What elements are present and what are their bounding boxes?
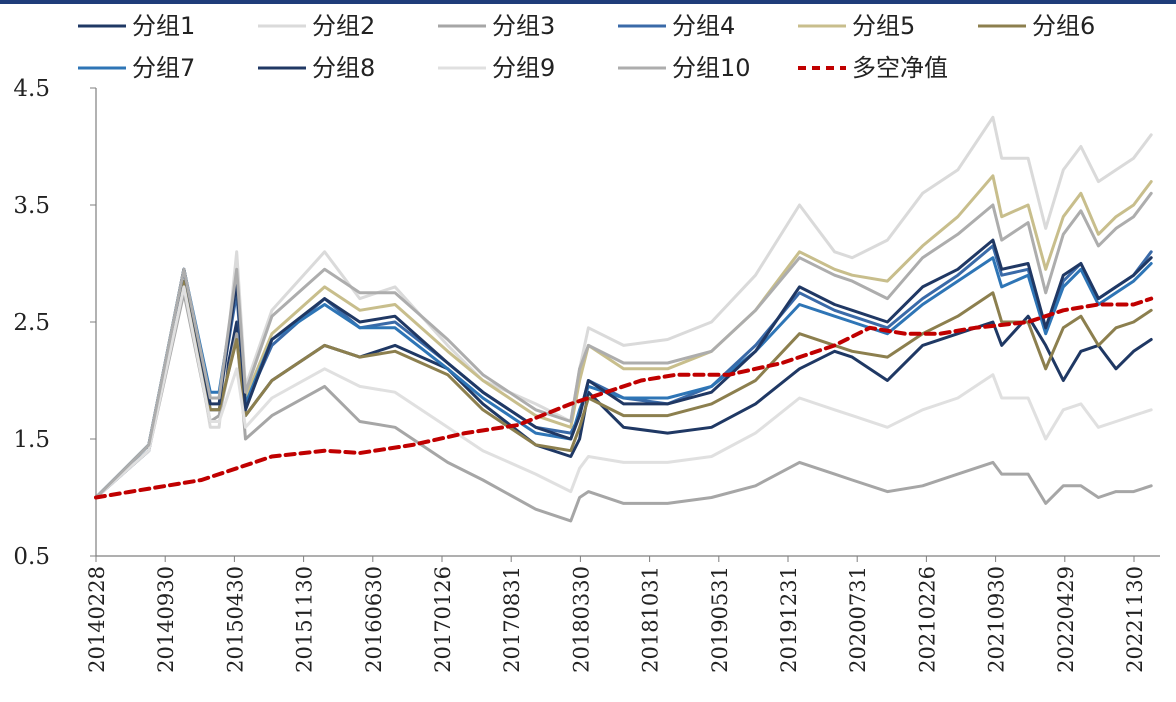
chart-axes: 0.5 1.5 2.5 3.5 4.5 20140228 20140930 20150430 2… xyxy=(13,76,1160,673)
legend-label: 分组4 xyxy=(672,12,735,40)
x-tick-label: 20140228 xyxy=(85,566,109,673)
series-line-分组6 xyxy=(94,279,1153,499)
series-line-分组4 xyxy=(94,244,1153,499)
x-tick-label: 20150430 xyxy=(223,566,247,673)
y-tick-label: 1.5 xyxy=(13,427,50,453)
y-tick-label: 3.5 xyxy=(13,193,50,219)
x-tick-label: 20220429 xyxy=(1054,566,1078,673)
x-tick-label: 20210226 xyxy=(915,566,939,673)
legend-label: 分组10 xyxy=(672,54,751,82)
legend-label: 分组9 xyxy=(492,54,555,82)
x-tick-label: 20191231 xyxy=(777,566,801,673)
series-line-分组9 xyxy=(94,285,1153,499)
x-tick-label: 20200731 xyxy=(846,566,870,673)
series-line-分组10 xyxy=(94,191,1153,499)
series-line-分组5 xyxy=(94,174,1153,499)
legend-label: 分组1 xyxy=(132,12,195,40)
x-tick-label: 20180330 xyxy=(569,566,593,673)
x-tick-label: 20151130 xyxy=(293,566,317,673)
x-tick-label: 20190531 xyxy=(708,566,732,673)
x-tick-label: 20221130 xyxy=(1123,566,1147,673)
legend-label: 分组3 xyxy=(492,12,555,40)
x-tick-label: 20170831 xyxy=(500,566,524,673)
series-line-分组3 xyxy=(94,291,1153,523)
series-line-分组8 xyxy=(94,238,1153,499)
chart-series-group xyxy=(94,115,1154,523)
x-tick-label: 20210930 xyxy=(985,566,1009,673)
x-tick-label: 20181031 xyxy=(639,566,663,673)
series-line-多空净值 xyxy=(94,296,1154,500)
legend-label: 分组7 xyxy=(132,54,195,82)
x-tick-label: 20160630 xyxy=(362,566,386,673)
y-tick-label: 4.5 xyxy=(13,76,50,102)
legend-label: 分组8 xyxy=(312,54,375,82)
top-accent-bar xyxy=(0,0,1176,4)
x-tick-label: 20170126 xyxy=(431,566,455,673)
y-tick-label: 2.5 xyxy=(13,310,50,336)
legend-label: 多空净值 xyxy=(852,54,948,82)
chart-legend: 分组1 分组2 分组3 分组4 分组5 分组6 分组7 分组8 分组9 分组10 多空净值 xyxy=(78,12,1095,82)
legend-label: 分组2 xyxy=(312,12,375,40)
x-tick-label: 20140930 xyxy=(154,566,178,673)
legend-label: 分组5 xyxy=(852,12,915,40)
y-tick-label: 0.5 xyxy=(13,544,50,570)
legend-label: 分组6 xyxy=(1032,12,1095,40)
